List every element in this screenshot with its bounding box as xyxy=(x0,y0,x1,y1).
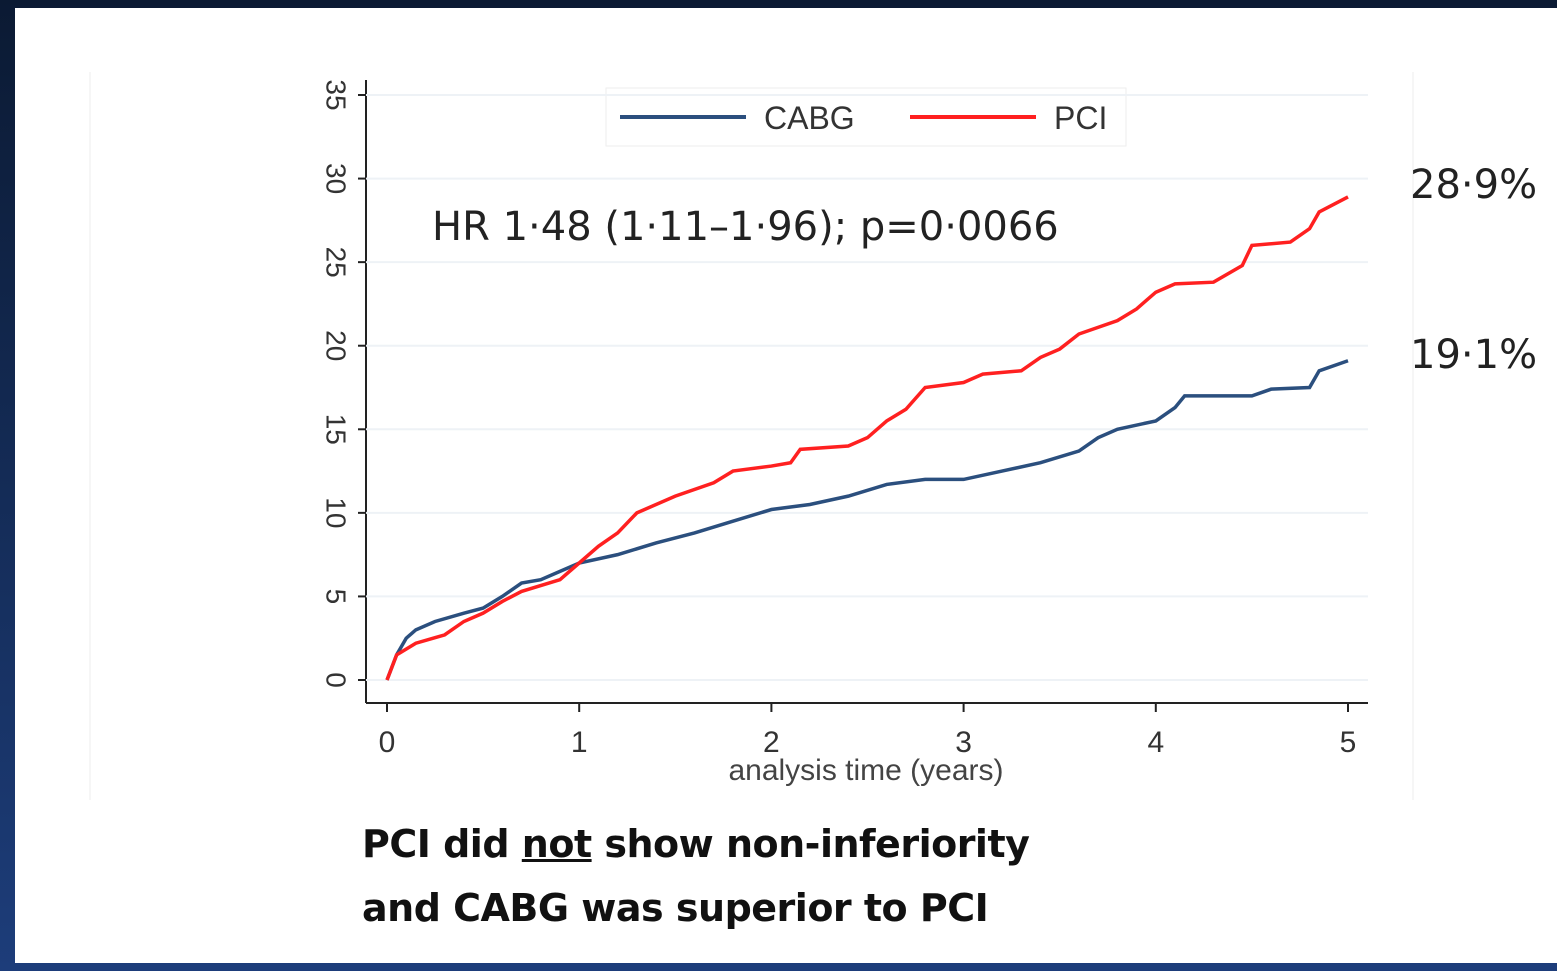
caption-line: PCI did not show non-inferiority xyxy=(362,812,1030,876)
caption-text: show non-inferiority xyxy=(604,822,1030,866)
y-tick-label: 35 xyxy=(321,79,352,110)
caption-line: and CABG was superior to PCI xyxy=(362,886,989,930)
x-tick-label: 4 xyxy=(1147,726,1164,759)
x-axis-label: analysis time (years) xyxy=(728,754,1003,787)
y-tick-label: 25 xyxy=(321,247,352,278)
x-tick-label: 0 xyxy=(379,726,396,759)
y-tick-label: 0 xyxy=(321,672,352,688)
y-tick-label: 5 xyxy=(321,589,352,605)
legend-label: PCI xyxy=(1054,100,1107,136)
x-tick-label: 3 xyxy=(955,726,972,759)
slide xyxy=(15,8,1557,963)
caption-text: PCI did xyxy=(362,822,510,866)
series-line xyxy=(385,195,1349,681)
end-label: 28·9% xyxy=(1410,162,1537,208)
x-tick-label: 1 xyxy=(571,726,588,759)
y-tick-label: 30 xyxy=(321,163,352,194)
legend-label: CABG xyxy=(764,100,855,136)
end-label: 19·1% xyxy=(1410,332,1537,378)
caption: PCI did not show non-inferiority and CAB… xyxy=(362,812,1030,940)
legend-box xyxy=(605,87,1127,147)
series-line xyxy=(385,359,1349,681)
y-tick-label: 10 xyxy=(321,497,352,528)
caption-emphasis: not xyxy=(521,822,592,866)
y-tick-label: 20 xyxy=(321,330,352,361)
x-tick-label: 2 xyxy=(763,726,780,759)
x-tick-label: 5 xyxy=(1340,726,1357,759)
annotation: HR 1·48 (1·11–1·96); p=0·0066 xyxy=(432,204,1059,250)
y-tick-label: 15 xyxy=(321,414,352,445)
